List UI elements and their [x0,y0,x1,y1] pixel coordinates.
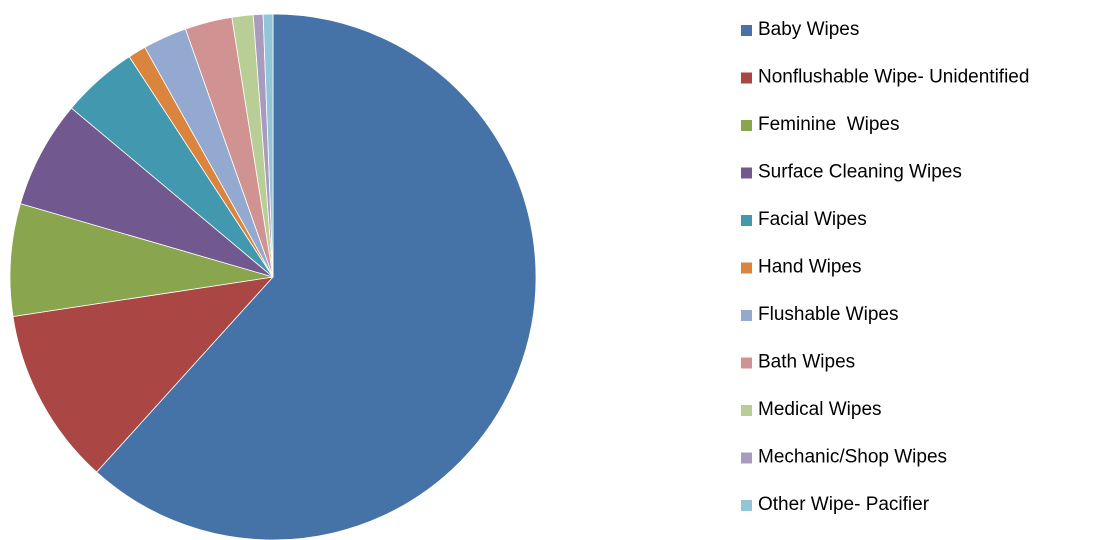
legend-swatch [741,452,752,464]
legend-label: Nonflushable Wipe- Unidentified [758,67,1029,88]
pie-slice [9,203,274,317]
legend-swatch [741,405,752,416]
legend-swatch [741,500,752,511]
legend-swatch [741,72,752,84]
legend-swatch [741,25,752,36]
legend-label: Bath Wipes [758,352,855,373]
legend-swatch [741,262,752,274]
legend-label: Medical Wipes [758,399,882,420]
legend-swatch [741,310,752,321]
legend-label: Feminine Wipes [758,114,900,135]
legend-swatch [741,357,752,369]
pie-slice [12,276,275,473]
legend-label: Flushable Wipes [758,304,898,325]
pie-slice [96,13,537,540]
legend-swatch [741,167,752,179]
legend-label: Facial Wipes [758,209,867,230]
legend-swatch [741,215,752,226]
legend-label: Mechanic/Shop Wipes [758,447,947,468]
pie-slice [262,13,274,278]
pie-slice [19,107,274,278]
legend-label: Surface Cleaning Wipes [758,162,962,183]
legend-swatch [741,120,752,131]
legend-label: Hand Wipes [758,257,862,278]
legend-label: Baby Wipes [758,19,859,40]
legend-label: Other Wipe- Pacifier [758,494,930,515]
